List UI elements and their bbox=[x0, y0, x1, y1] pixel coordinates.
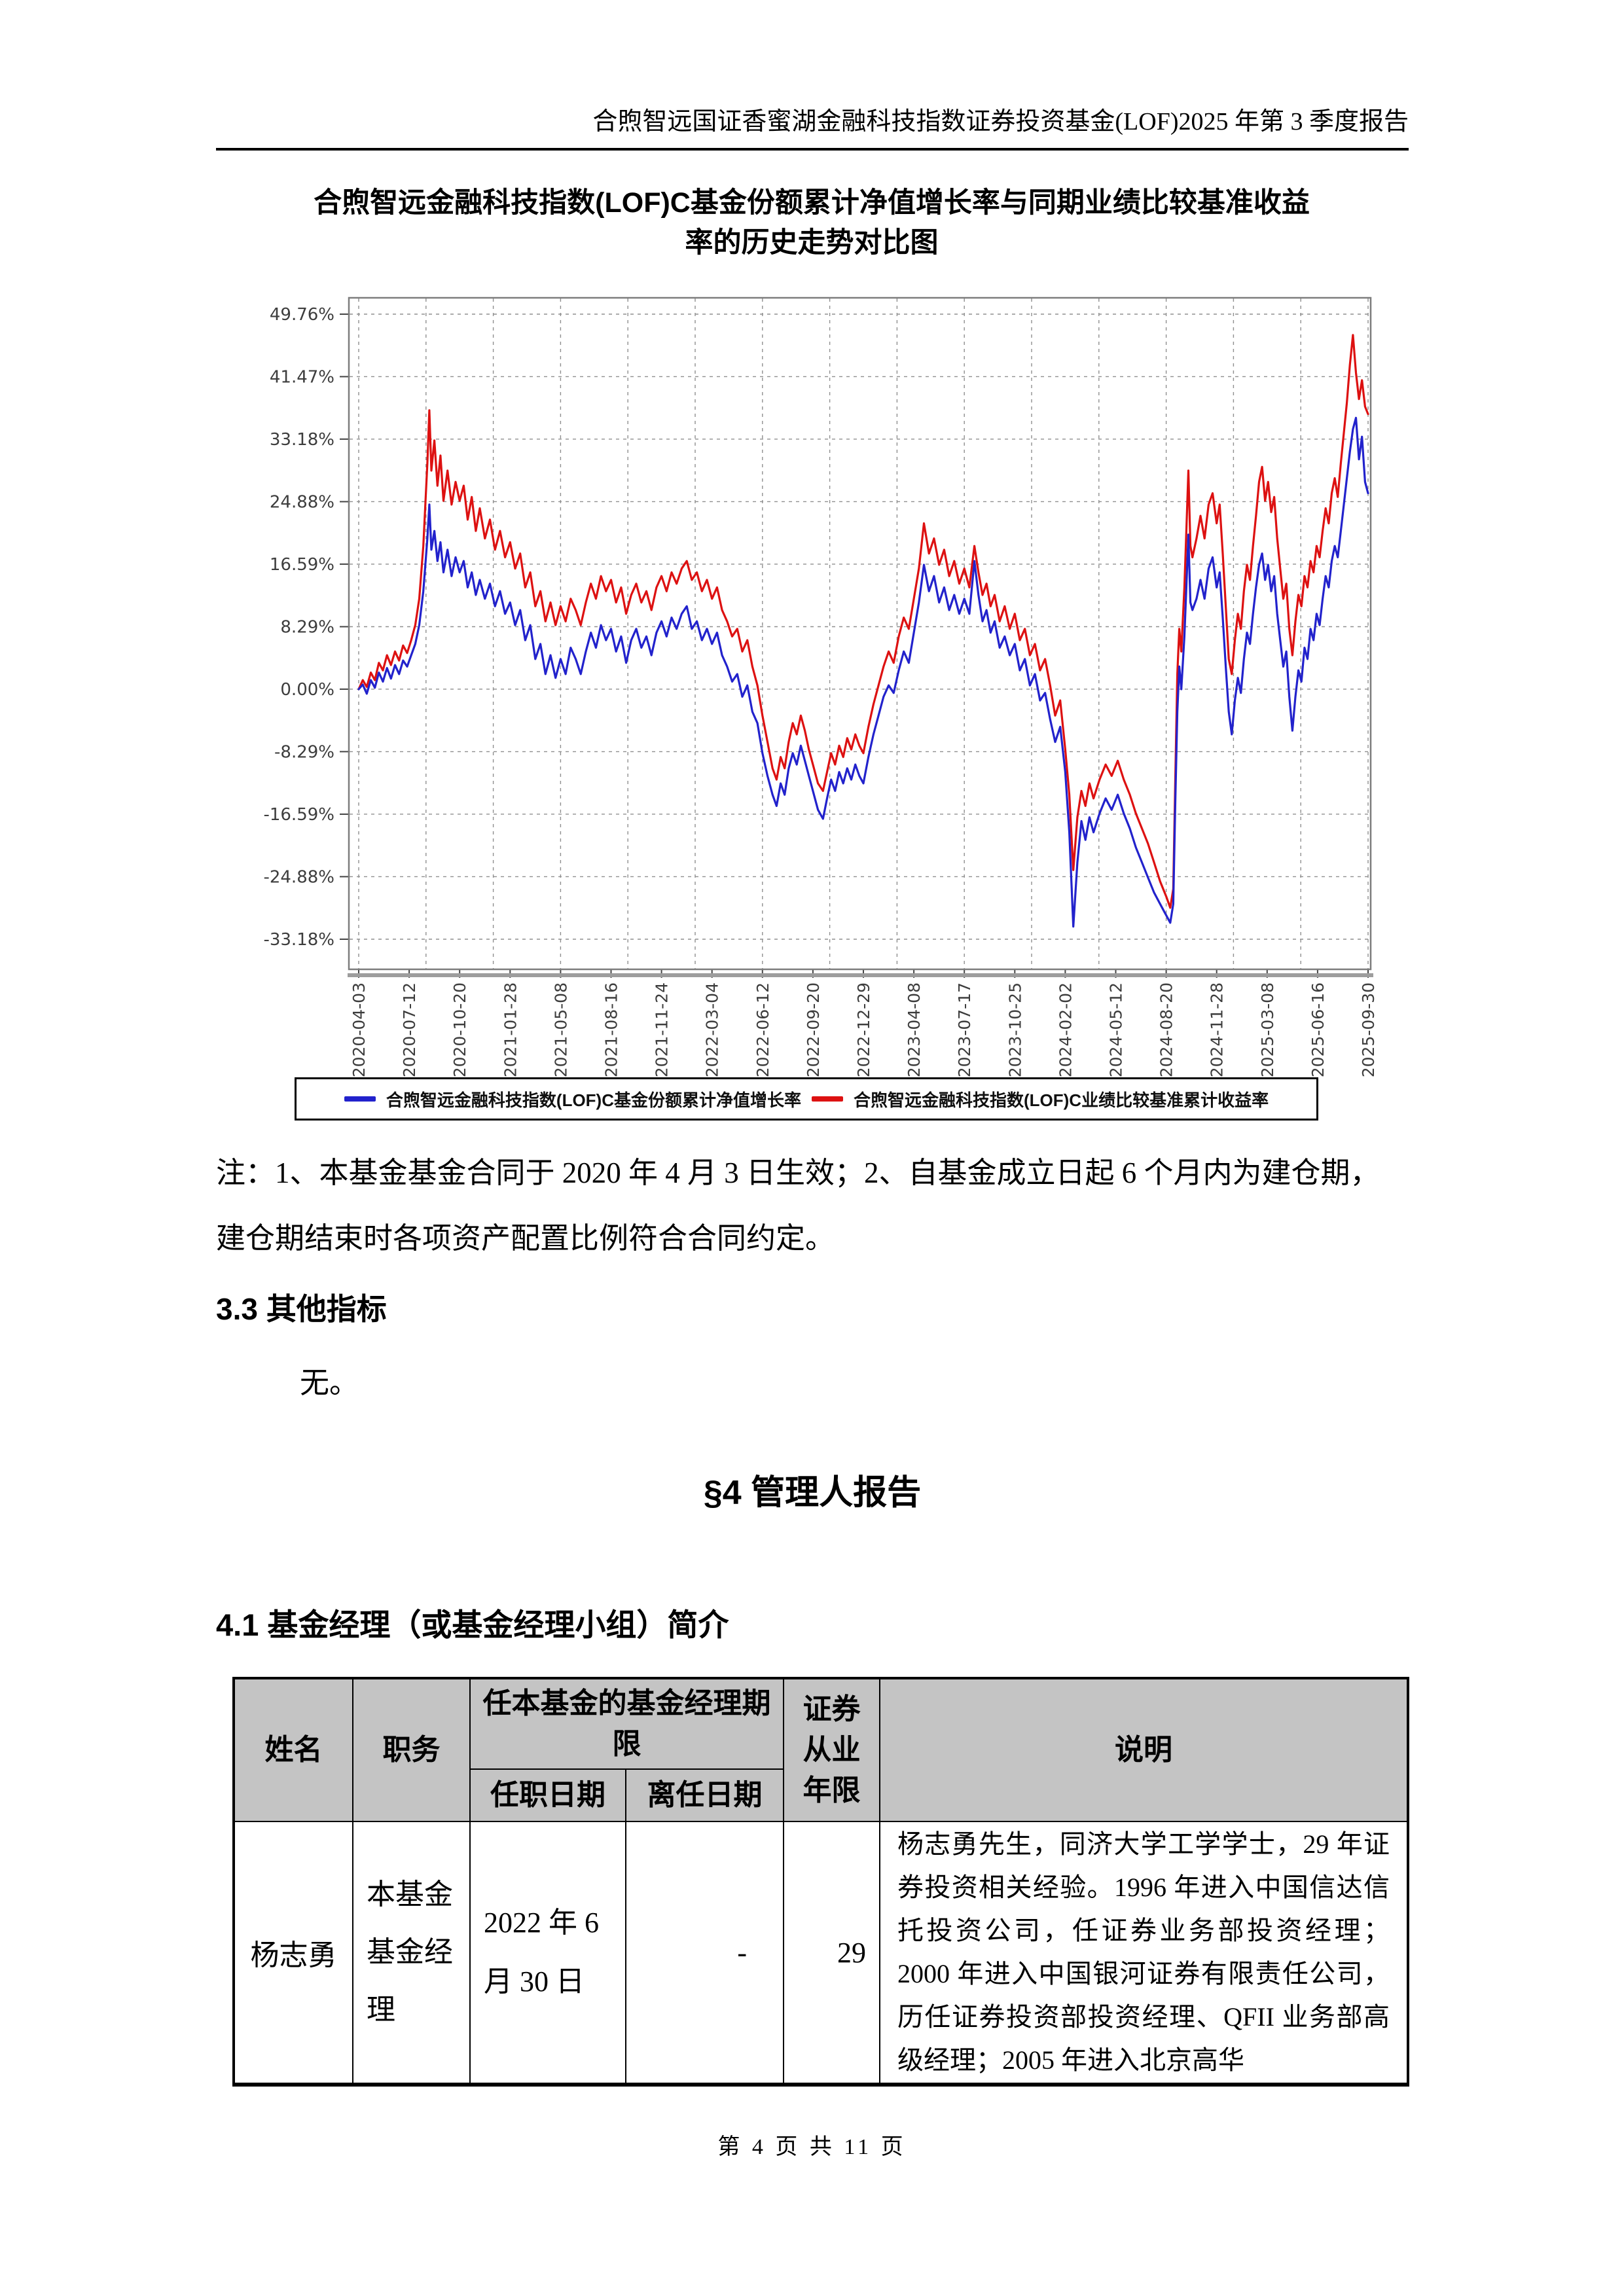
cell-description-text: 杨志勇先生，同济大学工学学士，29 年证券投资相关经验。1996 年进入中国信达… bbox=[897, 1829, 1390, 2075]
doc-header-title: 合煦智远国证香蜜湖金融科技指数证券投资基金(LOF)2025 年第 3 季度报告 bbox=[592, 108, 1409, 135]
col-header-end-date: 离任日期 bbox=[625, 1768, 784, 1822]
svg-text:-33.18%: -33.18% bbox=[263, 930, 334, 950]
cell-description: 杨志勇先生，同济大学工学学士，29 年证券投资相关经验。1996 年进入中国信达… bbox=[879, 1821, 1409, 2087]
legend-label-fund: 合煦智远金融科技指数(LOF)C基金份额累计净值增长率 bbox=[386, 1090, 801, 1110]
col-header-tenure: 任本基金的基金经理期限 bbox=[469, 1677, 784, 1770]
svg-text:2023-07-17: 2023-07-17 bbox=[955, 982, 974, 1077]
chart-title-line1: 合煦智远金融科技指数(LOF)C基金份额累计净值增长率与同期业绩比较基准收益 bbox=[314, 187, 1310, 219]
svg-text:49.76%: 49.76% bbox=[270, 305, 334, 325]
section-title-3-3: 3.3 其他指标 bbox=[216, 1292, 387, 1326]
svg-text:2023-10-25: 2023-10-25 bbox=[1005, 982, 1024, 1077]
svg-text:33.18%: 33.18% bbox=[270, 430, 334, 450]
svg-text:2024-11-28: 2024-11-28 bbox=[1208, 982, 1227, 1077]
svg-text:41.47%: 41.47% bbox=[270, 367, 334, 387]
legend-label-benchmark: 合煦智远金融科技指数(LOF)C业绩比较基准累计收益率 bbox=[854, 1090, 1269, 1110]
manager-table-row: 杨志勇 本基金基金经理 2022 年 6 月 30 日 - 29 杨志勇先生，同… bbox=[233, 1821, 1409, 2087]
col-header-start-date: 任职日期 bbox=[469, 1768, 626, 1822]
svg-text:-24.88%: -24.88% bbox=[263, 867, 334, 887]
svg-text:2024-05-12: 2024-05-12 bbox=[1107, 982, 1126, 1077]
page-footer: 第 4 页 共 11 页 bbox=[717, 2135, 907, 2159]
chart-title-line2: 率的历史走势对比图 bbox=[685, 227, 939, 259]
section-title-4-1: 4.1 基金经理（或基金经理小组）简介 bbox=[216, 1607, 729, 1642]
header-rule bbox=[216, 148, 1409, 151]
svg-text:2022-03-04: 2022-03-04 bbox=[703, 982, 722, 1077]
svg-text:2022-06-12: 2022-06-12 bbox=[753, 982, 772, 1077]
svg-text:0.00%: 0.00% bbox=[280, 680, 334, 700]
col-header-description: 说明 bbox=[879, 1677, 1409, 1822]
series-fund bbox=[357, 416, 1369, 928]
legend-line-red-icon bbox=[812, 1096, 843, 1102]
chart-note: 注：1、本基金基金合同于 2020 年 4 月 3 日生效；2、自基金成立日起 … bbox=[216, 1140, 1411, 1271]
series-benchmark bbox=[357, 334, 1369, 909]
section-title-4: §4 管理人报告 bbox=[703, 1474, 922, 1512]
legend-line-blue-icon bbox=[344, 1096, 376, 1102]
svg-text:2023-04-08: 2023-04-08 bbox=[905, 982, 924, 1077]
cell-manager-position: 本基金基金经理 bbox=[352, 1821, 471, 2087]
svg-text:2022-09-20: 2022-09-20 bbox=[804, 982, 823, 1077]
svg-text:2025-09-30: 2025-09-30 bbox=[1359, 982, 1378, 1077]
svg-text:2021-05-08: 2021-05-08 bbox=[551, 982, 570, 1077]
cell-start-date: 2022 年 6 月 30 日 bbox=[469, 1821, 626, 2087]
svg-text:16.59%: 16.59% bbox=[270, 555, 334, 575]
svg-text:2020-07-12: 2020-07-12 bbox=[400, 982, 419, 1077]
manager-table: 姓名 职务 任本基金的基金经理期限 证券从业年限 说明 任职日期 离任日期 杨志… bbox=[232, 1677, 1409, 2087]
cell-years: 29 bbox=[783, 1821, 880, 2087]
chart-legend: 合煦智远金融科技指数(LOF)C基金份额累计净值增长率 合煦智远金融科技指数(L… bbox=[295, 1077, 1318, 1121]
col-header-name: 姓名 bbox=[233, 1677, 353, 1822]
svg-text:8.29%: 8.29% bbox=[280, 618, 334, 637]
svg-text:2021-11-24: 2021-11-24 bbox=[653, 982, 672, 1077]
svg-text:2021-01-28: 2021-01-28 bbox=[501, 982, 520, 1077]
cell-end-date: - bbox=[625, 1821, 784, 2087]
manager-table-header-row-2: 任职日期 离任日期 bbox=[234, 1768, 1408, 1822]
svg-text:2024-02-02: 2024-02-02 bbox=[1056, 982, 1075, 1077]
svg-text:24.88%: 24.88% bbox=[270, 492, 334, 512]
chart-note-line2: 建仓期结束时各项资产配置比例符合合同约定。 bbox=[216, 1222, 835, 1255]
section-3-3-body: 无。 bbox=[300, 1367, 359, 1399]
svg-text:2020-10-20: 2020-10-20 bbox=[450, 982, 469, 1077]
svg-text:2025-03-08: 2025-03-08 bbox=[1258, 982, 1277, 1077]
manager-table-header-row-1: 姓名 职务 任本基金的基金经理期限 证券从业年限 说明 bbox=[233, 1677, 1409, 1822]
cell-manager-name: 杨志勇 bbox=[233, 1821, 353, 2087]
chart-note-line1: 注：1、本基金基金合同于 2020 年 4 月 3 日生效；2、自基金成立日起 … bbox=[216, 1157, 1380, 1189]
svg-text:2025-06-16: 2025-06-16 bbox=[1308, 982, 1327, 1077]
svg-text:-16.59%: -16.59% bbox=[263, 805, 334, 825]
svg-text:2024-08-20: 2024-08-20 bbox=[1157, 982, 1176, 1077]
col-header-years: 证券从业年限 bbox=[783, 1677, 880, 1822]
performance-line-chart: 49.76% 41.47% 33.18% 24.88% 16.59% 8.29% 0.00%… bbox=[263, 296, 1378, 1077]
svg-text:2021-08-16: 2021-08-16 bbox=[602, 982, 621, 1077]
chart-title: 合煦智远金融科技指数(LOF)C基金份额累计净值增长率与同期业绩比较基准收益 率… bbox=[223, 183, 1401, 263]
col-header-position: 职务 bbox=[352, 1677, 471, 1822]
svg-text:-8.29%: -8.29% bbox=[274, 742, 334, 762]
svg-text:2020-04-03: 2020-04-03 bbox=[350, 982, 369, 1077]
svg-text:2022-12-29: 2022-12-29 bbox=[854, 982, 873, 1077]
